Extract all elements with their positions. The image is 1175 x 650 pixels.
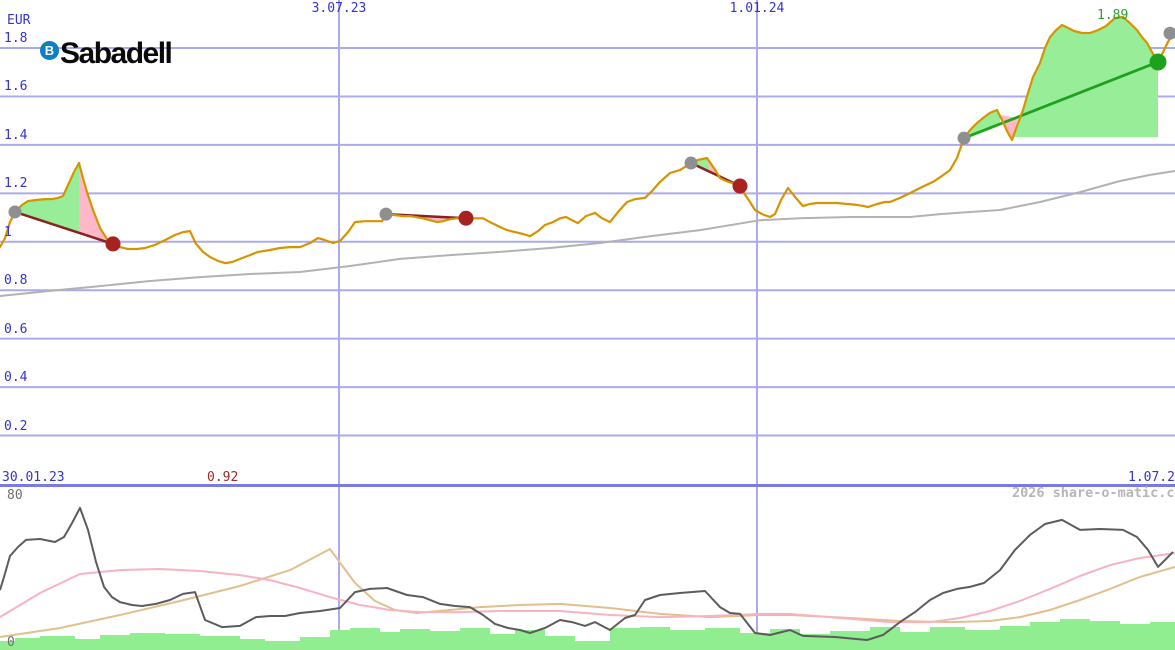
volume-bar [400, 629, 430, 650]
volume-bar [200, 636, 240, 650]
volume-bar [575, 641, 610, 650]
pivot-dot-red [458, 210, 474, 226]
watermark: 2026 share-o-matic.com [1012, 485, 1175, 501]
volume-bar [1060, 619, 1090, 650]
volume-bar [380, 632, 400, 650]
volume-bar [460, 628, 490, 650]
volume-bar [490, 634, 515, 650]
volume-bar [1090, 621, 1120, 650]
indicator-main-line [0, 506, 1174, 641]
moving-average-line [0, 170, 1175, 297]
y-axis-tick-label: 0.2 [4, 418, 28, 434]
currency-axis-label: EUR [7, 13, 31, 28]
trend-line [14, 210, 114, 246]
signal-tan-line [0, 548, 1175, 638]
indicator-scale-zero-label: 0 [7, 635, 15, 650]
signal-pink-line [0, 552, 1175, 624]
volume-bar [350, 628, 380, 650]
pivot-dot-red [105, 236, 121, 252]
x-axis-date-label: 1.01.24 [729, 1, 785, 16]
y-axis-tick-label: 1 [4, 224, 12, 240]
volume-bar [670, 630, 705, 650]
volume-bar [1150, 622, 1175, 650]
volume-bar [830, 631, 870, 650]
y-axis-tick-label: 0.8 [4, 273, 28, 289]
volume-bar [100, 635, 130, 650]
volume-bar [0, 641, 15, 650]
volume-bar [330, 630, 350, 650]
trend-fill [79, 163, 113, 244]
pivot-dot-red [732, 178, 748, 194]
volume-bar [770, 629, 800, 650]
pivot-dot-gray [379, 207, 393, 221]
trend-fill [707, 158, 740, 186]
y-axis-tick-label: 1.8 [4, 31, 28, 46]
sabadell-logo-icon: B [40, 41, 59, 60]
volume-bar [545, 636, 575, 650]
pivot-dot-gray [1163, 26, 1175, 40]
volume-bar [610, 628, 640, 650]
trend-fill [15, 163, 79, 233]
volume-bar [165, 634, 200, 650]
volume-bar [965, 630, 1000, 650]
volume-bar [130, 633, 165, 650]
x-axis-end-date-label: 1.07.24 [1128, 470, 1175, 485]
trend-level-label: 0.92 [207, 470, 239, 485]
volume-bar [800, 634, 830, 650]
volume-bar [75, 639, 100, 650]
volume-bar [1120, 624, 1150, 650]
y-axis-tick-label: 1.6 [4, 79, 28, 95]
panel-separator [0, 484, 1175, 487]
volume-bar [740, 633, 770, 650]
volume-bar [430, 631, 460, 650]
volume-bar [900, 632, 930, 650]
indicator-scale-top-label: 80 [7, 488, 23, 503]
y-axis-tick-label: 1.2 [4, 176, 28, 192]
volume-bar [930, 627, 965, 650]
price-line [0, 15, 1175, 265]
volume-bar [300, 637, 330, 650]
pivot-dot-gray [8, 205, 22, 219]
peak-price-label: 1.89 [1097, 8, 1129, 23]
volume-bar [240, 639, 265, 650]
x-axis-date-label: 3.07.23 [311, 1, 367, 16]
x-axis-start-date-label: 30.01.23 [2, 470, 65, 485]
volume-bar [40, 636, 75, 650]
trend-fill [964, 110, 1000, 139]
pivot-dot-green [1149, 53, 1167, 71]
volume-bar [265, 641, 300, 650]
sabadell-logo: B Sabadell [40, 37, 173, 70]
volume-bar [15, 638, 40, 650]
volume-bar [640, 627, 670, 650]
pivot-dot-gray [957, 131, 971, 145]
y-axis-tick-label: 1.4 [4, 127, 28, 143]
volume-bar [705, 628, 740, 650]
y-axis-tick-label: 0.4 [4, 370, 28, 386]
pivot-dot-gray [684, 156, 698, 170]
volume-bar [870, 627, 900, 650]
volume-bar [1000, 626, 1030, 650]
sabadell-logo-wordmark: Sabadell [60, 37, 173, 70]
y-axis-tick-label: 0.6 [4, 321, 28, 337]
volume-bar [1030, 622, 1060, 650]
trend-line [963, 60, 1159, 140]
trend-fill [1014, 17, 1158, 138]
volume-bar [515, 630, 545, 650]
